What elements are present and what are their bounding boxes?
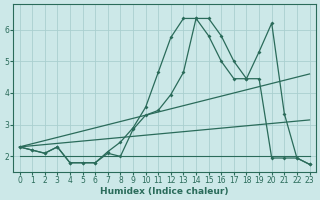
X-axis label: Humidex (Indice chaleur): Humidex (Indice chaleur) [100, 187, 229, 196]
